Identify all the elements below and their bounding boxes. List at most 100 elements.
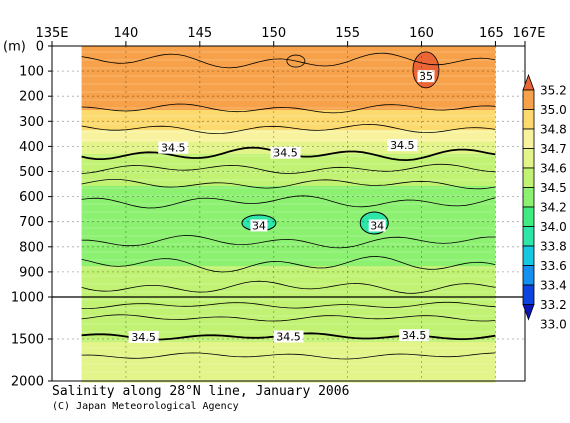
contour-label: 34.5 — [273, 147, 298, 160]
salinity-band — [81, 110, 496, 115]
x-tick-label: 150 — [261, 26, 286, 41]
salinity-band — [81, 222, 496, 227]
salinity-band — [81, 82, 496, 87]
salinity-band — [81, 362, 496, 367]
contour-line — [81, 256, 496, 273]
salinity-band — [81, 46, 496, 51]
salinity-band — [81, 114, 496, 119]
colorbar-label: 33.0 — [540, 318, 567, 332]
salinity-band — [81, 106, 496, 111]
contour-label: 34.5 — [131, 331, 156, 344]
salinity-band — [81, 126, 496, 131]
contour-label-bg — [270, 146, 301, 159]
colorbar-label: 33.2 — [540, 298, 567, 312]
salinity-band — [81, 262, 496, 267]
colorbar-label: 33.4 — [540, 279, 567, 293]
y-tick-label: 700 — [19, 215, 44, 230]
salinity-band — [81, 54, 496, 59]
colorbar-swatch — [522, 284, 535, 305]
salinity-band — [81, 142, 496, 147]
contour-line — [286, 54, 306, 68]
salinity-band — [81, 102, 496, 107]
salinity-band — [81, 158, 496, 163]
salinity-band — [81, 322, 496, 327]
salinity-band — [81, 250, 496, 255]
colorbar-swatch — [522, 109, 535, 130]
colorbar-label: 34.8 — [540, 123, 567, 137]
contour-line — [81, 314, 496, 322]
salinity-band — [81, 258, 496, 263]
x-tick-label: 145 — [187, 26, 212, 41]
contour-line — [81, 103, 496, 114]
salinity-band — [81, 314, 496, 319]
colorbar: 35.2 35.0 34.8 34.7 34.6 34.5 34.2 34.0 33.8 33.6… — [522, 73, 567, 332]
x-tick-label: 135E — [35, 26, 68, 41]
contour-label: 34.5 — [390, 139, 415, 152]
salinity-band — [81, 346, 496, 351]
contour-label-bg — [250, 219, 268, 232]
salinity-band — [81, 202, 496, 207]
salinity-band — [81, 278, 496, 283]
y-tick-label: 0 — [36, 40, 44, 55]
contour-label-bg — [128, 330, 159, 343]
salinity-band — [81, 138, 496, 143]
contour-line — [81, 163, 496, 174]
y-unit-label: (m) — [3, 40, 26, 55]
salinity-band — [81, 218, 496, 223]
y-tick-label: 1500 — [11, 333, 44, 348]
colorbar-swatch — [522, 128, 535, 149]
salinity-band — [81, 118, 496, 123]
salinity-band — [81, 186, 496, 191]
salinity-band — [81, 178, 496, 183]
contour-labels: 35 34.5 34.5 34.5 34 34 34.5 34.5 34.5 — [128, 70, 435, 344]
x-tick-label: 160 — [409, 26, 434, 41]
salinity-band — [81, 130, 496, 135]
contour-label: 35 — [419, 70, 433, 83]
colorbar-swatch — [522, 265, 535, 286]
salinity-band — [81, 366, 496, 371]
y-tick-label: 400 — [19, 140, 44, 155]
salinity-band — [81, 66, 496, 71]
contour-label-bg — [273, 330, 304, 343]
salinity-band — [81, 166, 496, 171]
x-tick-label: 155 — [335, 26, 360, 41]
y-tick-label: 500 — [19, 165, 44, 180]
credit-text: (C) Japan Meteorological Agency — [52, 401, 239, 412]
salinity-band — [81, 94, 496, 99]
contour-line — [81, 235, 496, 249]
y-tick-label: 100 — [19, 65, 44, 80]
colorbar-swatch — [522, 245, 535, 266]
salinity-band — [81, 162, 496, 167]
salinity-band — [81, 274, 496, 279]
x-tick-label: 140 — [113, 26, 138, 41]
salinity-band — [81, 294, 496, 299]
salinity-band — [81, 174, 496, 179]
salinity-band — [81, 182, 496, 187]
contour-label: 34.5 — [276, 330, 301, 343]
contour-line — [81, 301, 496, 309]
contour-line — [359, 211, 389, 235]
contour-label-bg — [417, 70, 435, 83]
y-tick-label: 300 — [19, 115, 44, 130]
salinity-band — [81, 206, 496, 211]
salinity-band — [81, 282, 496, 287]
contour-line — [81, 352, 496, 360]
colorbar-label: 35.0 — [540, 103, 567, 117]
contour-label-bg — [387, 139, 418, 152]
salinity-band — [81, 134, 496, 139]
salinity-band — [81, 50, 496, 55]
contour-label: 34.5 — [402, 329, 427, 342]
contour-line — [81, 123, 496, 135]
salinity-band — [81, 194, 496, 199]
salinity-band — [81, 270, 496, 275]
salinity-band — [81, 350, 496, 355]
salinity-band — [81, 226, 496, 231]
salinity-band — [81, 370, 496, 375]
salinity-band — [81, 246, 496, 251]
colorbar-swatch — [522, 167, 535, 188]
salinity-band — [81, 122, 496, 127]
contour-label-bg — [399, 329, 430, 342]
salinity-band — [81, 342, 496, 347]
salinity-band — [81, 238, 496, 243]
